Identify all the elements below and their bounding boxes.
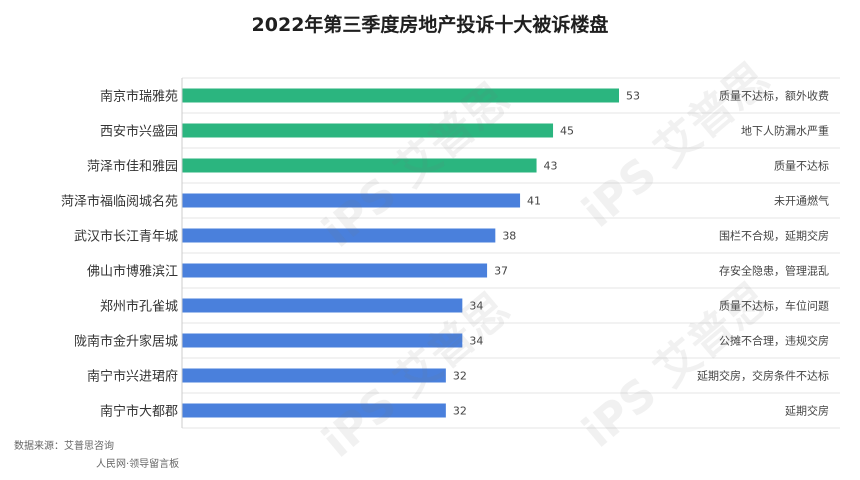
bar (182, 368, 446, 383)
category-label: 郑州市孔雀城 (100, 299, 178, 315)
category-label: 南宁市兴进珺府 (87, 369, 178, 385)
category-label: 武汉市长江青年城 (74, 229, 178, 245)
category-label: 南宁市大都郡 (100, 404, 178, 420)
bar (182, 158, 537, 173)
category-label: 佛山市博雅滨江 (87, 264, 178, 280)
data-label: 34 (469, 300, 483, 313)
bar (182, 403, 446, 418)
data-label: 53 (626, 90, 640, 103)
category-label: 陇南市金升家居城 (74, 334, 178, 350)
data-label: 41 (527, 195, 541, 208)
data-label: 32 (453, 370, 467, 383)
complaint-note: 公摊不合理，违规交房 (719, 334, 829, 348)
complaint-note: 围栏不合规，延期交房 (719, 229, 829, 243)
complaint-note: 延期交房 (785, 404, 829, 418)
footer-note: 人民网·领导留言板 (96, 459, 180, 470)
data-label: 34 (469, 335, 483, 348)
data-source: 数据来源：艾普思咨询 (14, 441, 114, 452)
data-label: 38 (502, 230, 516, 243)
bar (182, 298, 463, 313)
data-label: 45 (560, 125, 574, 138)
bar (182, 333, 463, 348)
data-label: 32 (453, 405, 467, 418)
complaint-note: 未开通燃气 (774, 194, 829, 208)
data-label: 43 (544, 160, 558, 173)
complaint-note: 延期交房，交房条件不达标 (697, 369, 829, 383)
bar (182, 88, 619, 103)
category-label: 南京市瑞雅苑 (100, 89, 178, 105)
bar (182, 193, 521, 208)
bar (182, 123, 554, 138)
bar (182, 263, 488, 278)
complaint-note: 质量不达标，额外收费 (719, 89, 829, 103)
category-label: 菏泽市福临阅城名苑 (61, 194, 178, 210)
category-label: 菏泽市佳和雅园 (87, 159, 178, 175)
bar (182, 228, 496, 243)
complaint-note: 存安全隐患，管理混乱 (719, 264, 829, 278)
complaint-note: 质量不达标，车位问题 (719, 299, 829, 313)
category-label: 西安市兴盛园 (100, 124, 178, 140)
data-label: 37 (494, 265, 508, 278)
complaint-note: 质量不达标 (774, 159, 829, 173)
complaint-note: 地下人防漏水严重 (741, 124, 829, 138)
chart-title: 2022年第三季度房地产投诉十大被诉楼盘 (251, 14, 609, 36)
